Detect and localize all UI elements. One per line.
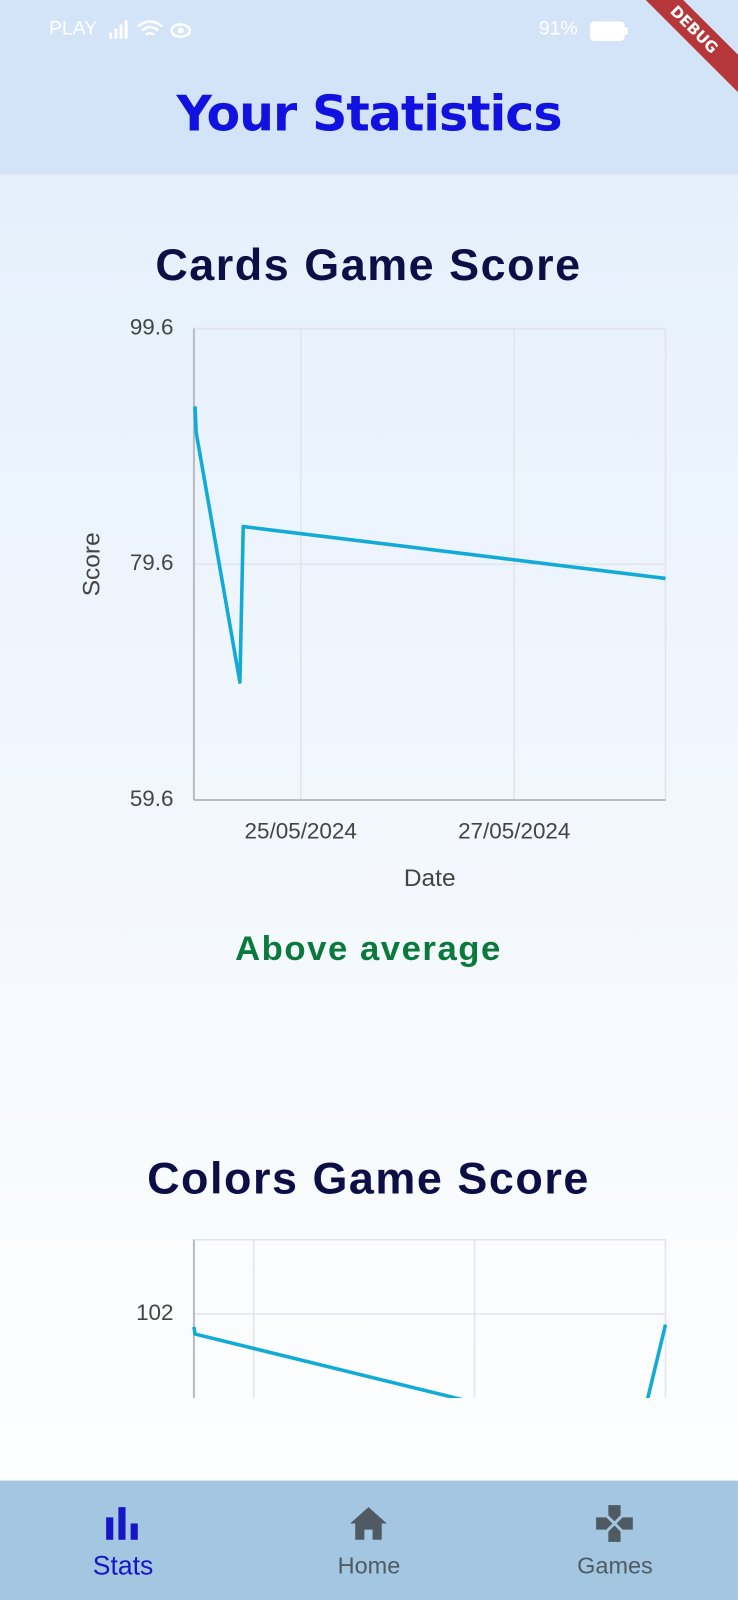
- y-tick-label: 79.6: [130, 550, 174, 575]
- nav-label: Stats: [92, 1549, 154, 1581]
- nav-home[interactable]: Home: [246, 1481, 492, 1600]
- x-tick-label: 25/05/2024: [245, 819, 357, 844]
- y-tick-label: 99.6: [130, 315, 174, 340]
- y-tick-label: 59.6: [130, 786, 174, 811]
- plot-border: [193, 1239, 667, 1398]
- nav-label: Home: [337, 1552, 401, 1579]
- score-line: [192, 1324, 668, 1398]
- nav-label: Games: [577, 1552, 653, 1579]
- chart-title: Cards Game Score: [155, 239, 581, 290]
- battery-level: 91%: [538, 18, 578, 40]
- games-icon: [596, 1505, 633, 1542]
- status-icons: [109, 20, 192, 39]
- colors-chart: 102: [136, 1239, 668, 1398]
- bottom-navigation: Stats Home Games: [0, 1480, 738, 1600]
- x-tick-label: 27/05/2024: [458, 819, 570, 844]
- score-line: [193, 406, 666, 684]
- app-bar: PLAY 91% DEBUG Your Statistics: [0, 0, 738, 175]
- nav-stats[interactable]: Stats: [0, 1481, 246, 1600]
- score-verdict: Above average: [235, 930, 502, 968]
- nav-games[interactable]: Games: [492, 1481, 738, 1600]
- stats-icon: [106, 1507, 138, 1540]
- chart-title: Colors Game Score: [147, 1152, 590, 1203]
- battery-icon: [589, 21, 628, 41]
- y-axis-label: Score: [78, 532, 105, 596]
- home-icon: [350, 1507, 387, 1540]
- carrier: PLAY: [48, 18, 98, 40]
- x-axis-label: Date: [404, 865, 456, 892]
- y-tick-label: 102: [136, 1300, 173, 1325]
- page-title: Your Statistics: [176, 85, 562, 143]
